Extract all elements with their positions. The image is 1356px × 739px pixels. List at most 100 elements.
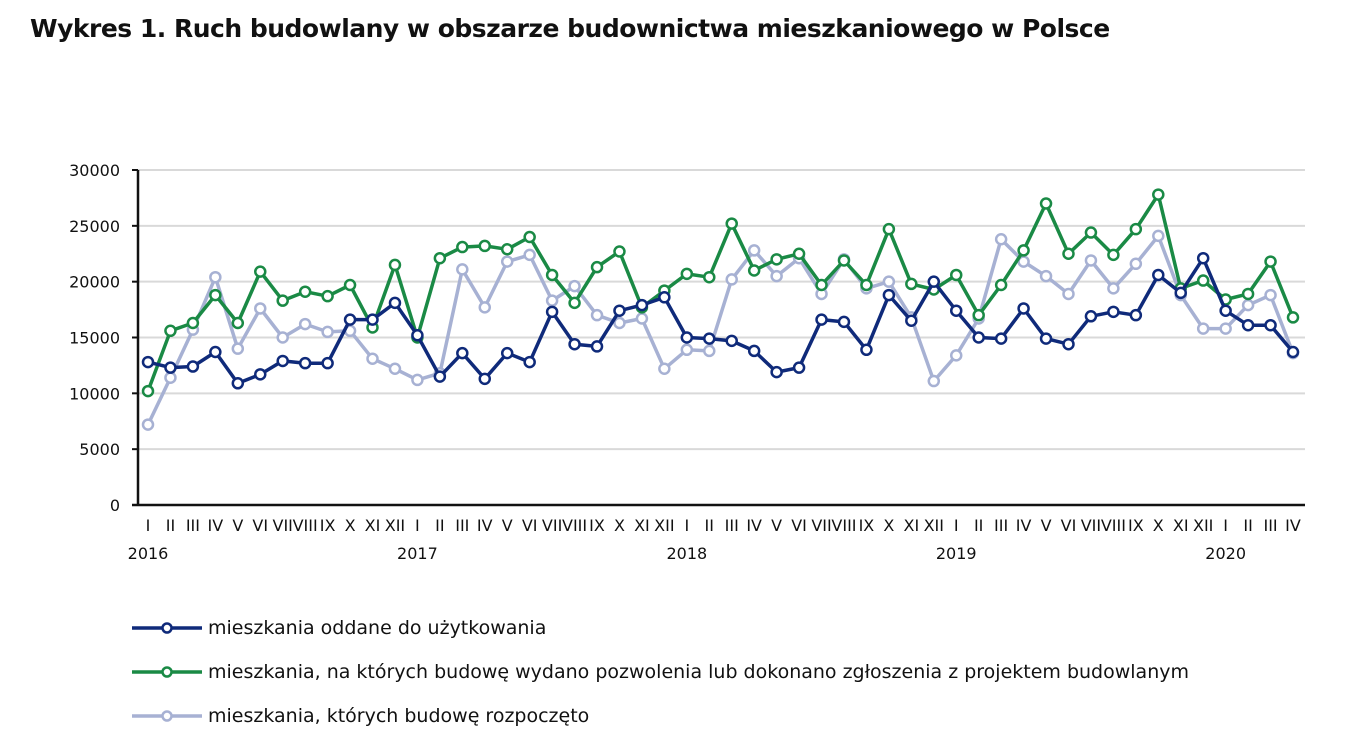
x-tick-label: II (166, 516, 175, 535)
x-tick-label: V (771, 516, 782, 535)
x-tick-label: XII (1193, 516, 1213, 535)
data-point (141, 355, 155, 369)
data-point (411, 329, 424, 342)
data-point (1062, 337, 1075, 351)
data-point (1174, 286, 1187, 300)
data-point (1107, 248, 1120, 262)
x-tick-label: VIII (562, 516, 587, 535)
data-point (972, 308, 985, 322)
data-point (1039, 269, 1053, 283)
data-point (298, 285, 312, 298)
data-point (545, 294, 559, 307)
data-point (905, 277, 918, 291)
y-tick-label: 25000 (69, 217, 120, 236)
data-point (456, 263, 469, 276)
data-point (568, 279, 581, 293)
data-point (1152, 229, 1165, 243)
x-tick-label: X (345, 516, 356, 535)
data-point (680, 331, 694, 344)
data-point (613, 316, 626, 330)
series-line (147, 256, 1295, 386)
data-point (298, 356, 312, 370)
data-point (613, 245, 626, 258)
data-point (186, 316, 200, 330)
x-tick-label: I (146, 516, 151, 535)
data-point (141, 418, 155, 431)
data-point (1129, 257, 1143, 271)
data-point (590, 260, 604, 274)
x-tick-label: VII (273, 516, 293, 535)
data-point (1129, 308, 1143, 322)
data-point (456, 346, 469, 360)
x-tick-label: III (1263, 516, 1277, 535)
x-tick-label: VI (791, 516, 807, 535)
data-point (388, 258, 402, 272)
legend-item: mieszkania, których budowę rozpoczęto (132, 694, 1189, 738)
data-point (635, 312, 649, 325)
legend-item: mieszkania, na których budowę wydano poz… (132, 650, 1189, 694)
series-line (146, 234, 1295, 426)
data-point (972, 331, 985, 344)
data-point (1062, 247, 1075, 260)
data-point (209, 270, 222, 284)
data-point (770, 269, 783, 283)
data-point (231, 377, 245, 390)
data-point (321, 356, 334, 370)
legend-swatch-permits (132, 666, 202, 678)
data-point (747, 244, 761, 257)
legend-swatch-delivered (132, 622, 202, 634)
x-tick-label: V (502, 516, 513, 535)
legend-label: mieszkania, na których budowę wydano poz… (208, 661, 1189, 683)
data-point (500, 346, 514, 360)
data-point (635, 298, 649, 312)
x-tick-label: VI (522, 516, 538, 535)
data-point (770, 365, 783, 379)
x-tick-label: II (705, 516, 714, 535)
year-label: 2017 (397, 544, 438, 563)
data-point (254, 265, 267, 278)
y-tick-label: 30000 (69, 161, 120, 180)
series-lines (141, 188, 1300, 431)
data-point (1286, 345, 1300, 359)
x-tick-label: XI (1173, 516, 1189, 535)
data-point (231, 342, 245, 355)
chart-title: Wykres 1. Ruch budowlany w obszarze budo… (30, 14, 1110, 43)
year-label: 2020 (1205, 544, 1246, 563)
x-tick-label: X (614, 516, 625, 535)
year-label: 2016 (128, 544, 169, 563)
x-tick-label: IX (859, 516, 875, 535)
data-point (1241, 287, 1255, 301)
data-point (882, 222, 896, 236)
data-point (164, 371, 177, 384)
data-point (1084, 226, 1098, 239)
data-point (1219, 304, 1232, 317)
data-point (882, 275, 896, 288)
data-point (209, 345, 222, 359)
data-point (1241, 298, 1255, 312)
x-tick-label: X (1153, 516, 1164, 535)
data-point (141, 384, 155, 398)
data-point (1196, 274, 1210, 287)
data-point (1017, 302, 1030, 315)
data-point (792, 361, 806, 374)
data-point (658, 362, 671, 376)
x-tick-label: I (1223, 516, 1228, 535)
data-point (949, 268, 963, 282)
data-point (1286, 311, 1300, 324)
x-tick-label: VII (542, 516, 562, 535)
x-tick-label: VIII (1101, 516, 1126, 535)
legend-swatch-started (132, 710, 202, 722)
x-tick-label: III (455, 516, 469, 535)
x-tick-label: XII (385, 516, 405, 535)
data-point (613, 304, 626, 317)
series-1 (141, 188, 1300, 398)
data-point (1084, 254, 1098, 267)
data-point (568, 337, 581, 351)
data-point (411, 373, 424, 387)
data-point (545, 305, 559, 319)
data-point (343, 278, 357, 292)
data-point (1084, 310, 1098, 323)
y-tick-label: 20000 (69, 273, 120, 292)
x-tick-label: VII (811, 516, 831, 535)
x-axis: I II III IV V VI VII VIII IX X XI XII I II III IV V VI VII… (128, 503, 1305, 563)
